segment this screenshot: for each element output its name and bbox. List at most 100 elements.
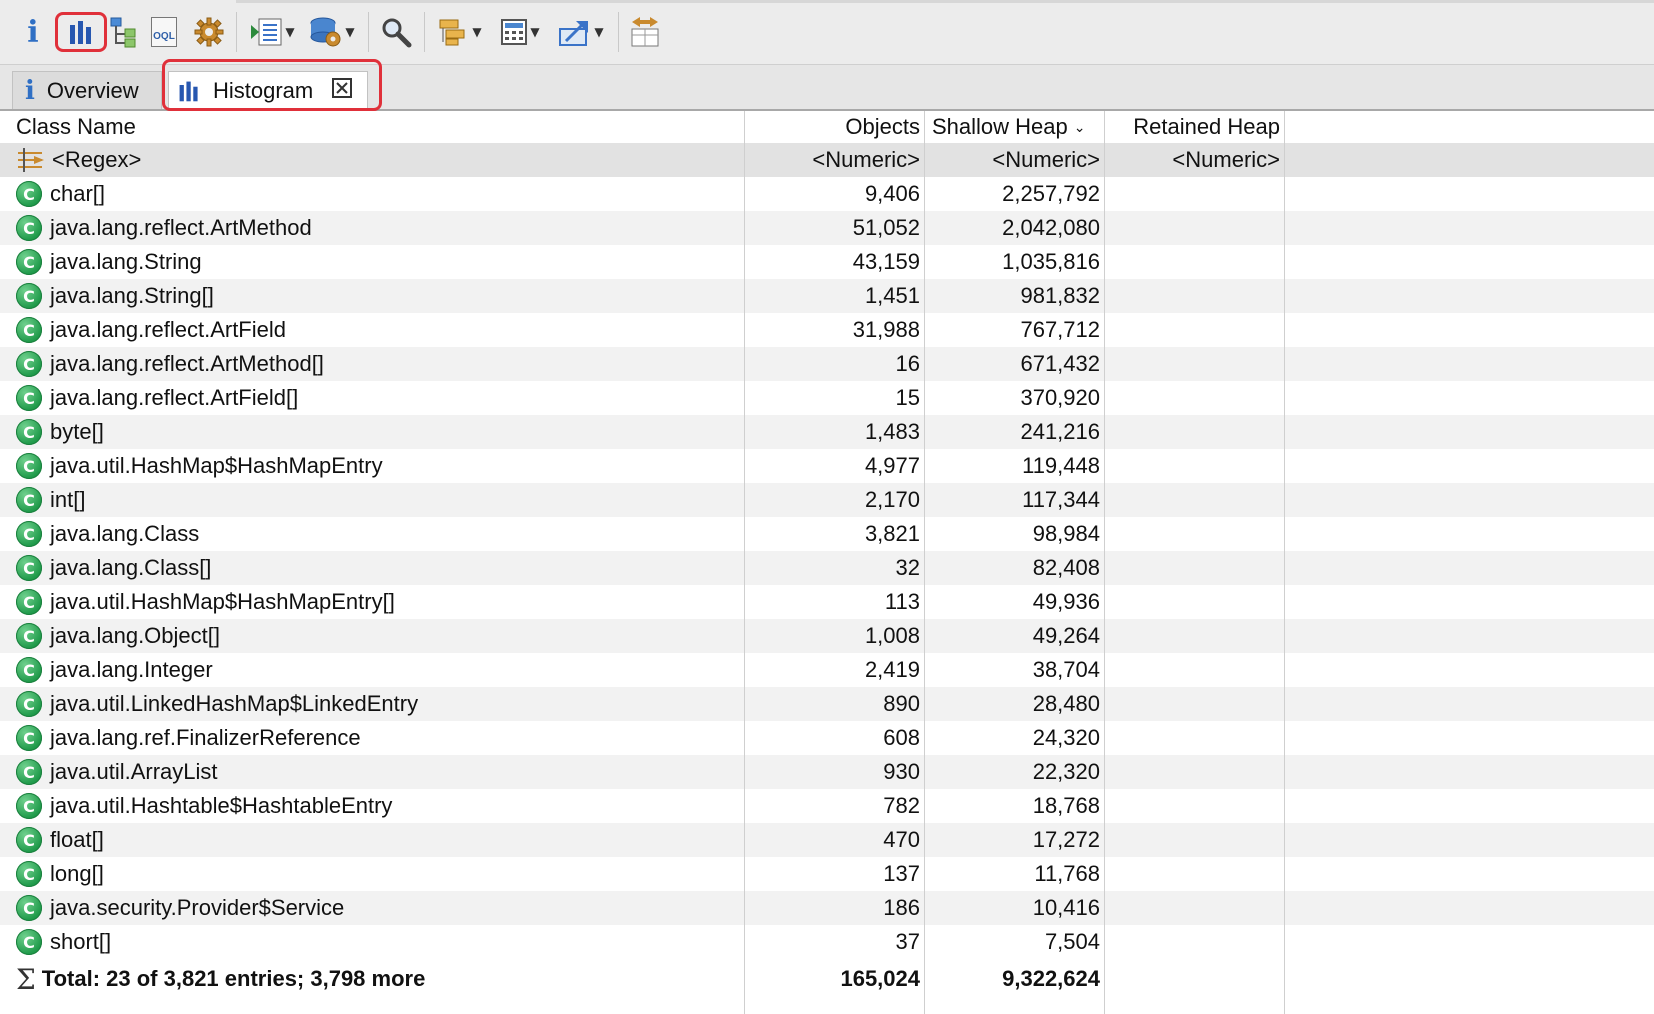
retained-heap-cell	[1106, 381, 1280, 415]
oql-button[interactable]: OQL	[148, 10, 180, 54]
column-header-label: Retained Heap	[1133, 114, 1280, 139]
class-icon: C	[16, 521, 42, 547]
column-divider[interactable]	[1284, 111, 1285, 1014]
class-name: java.lang.reflect.ArtMethod[]	[50, 351, 324, 376]
objects-cell: 137	[883, 861, 920, 886]
chevron-down-icon[interactable]: ▼	[285, 25, 295, 39]
column-header-objects[interactable]: Objects	[746, 111, 920, 143]
report-icon	[251, 18, 282, 46]
query-browser-button[interactable]: ▼	[306, 10, 358, 54]
filter-shallow-heap[interactable]: <Numeric>	[926, 143, 1100, 177]
find-object-button[interactable]	[378, 10, 414, 54]
retained-heap-cell	[1106, 517, 1280, 551]
close-icon[interactable]	[331, 77, 353, 105]
toolbar-separator	[618, 12, 619, 52]
chevron-down-icon[interactable]: ▼	[530, 25, 540, 39]
filter-class-name[interactable]: <Regex>	[16, 143, 736, 177]
column-header-retained-heap[interactable]: Retained Heap	[1106, 111, 1280, 143]
shallow-heap-cell: 18,768	[1032, 793, 1100, 818]
objects-cell: 9,406	[864, 181, 920, 206]
column-divider[interactable]	[1104, 111, 1105, 1014]
dominator-tree-button[interactable]	[108, 10, 140, 54]
retained-heap-cell	[1106, 279, 1280, 313]
shallow-heap-cell: 28,480	[1032, 691, 1100, 716]
class-icon: C	[16, 249, 42, 275]
filter-objects[interactable]: <Numeric>	[746, 143, 920, 177]
heap-dump-overview-button[interactable]	[192, 10, 226, 54]
objects-cell: 31,988	[852, 317, 920, 342]
tab-histogram[interactable]: Histogram	[168, 71, 368, 109]
objects-cell: 782	[883, 793, 920, 818]
retained-heap-cell	[1106, 313, 1280, 347]
column-header-class-name[interactable]: Class Name	[16, 111, 736, 143]
compare-button[interactable]	[626, 10, 664, 54]
total-objects: 165,024	[840, 966, 920, 991]
run-report-button[interactable]: ▼	[246, 10, 298, 54]
histogram-icon	[179, 81, 198, 101]
objects-cell: 43,159	[852, 249, 920, 274]
histogram-button[interactable]	[58, 10, 104, 54]
chevron-down-icon[interactable]: ▼	[594, 25, 604, 39]
chevron-down-icon[interactable]: ▼	[472, 25, 482, 39]
class-icon: C	[16, 861, 42, 887]
editor-tab-strip: i Overview Histogram	[0, 59, 1654, 111]
compare-icon	[631, 17, 659, 47]
class-icon: C	[16, 657, 42, 683]
chevron-down-icon[interactable]: ▼	[345, 25, 355, 39]
class-icon: C	[16, 385, 42, 411]
group-by-button[interactable]: ▼	[434, 10, 486, 54]
filter-retained-heap[interactable]: <Numeric>	[1106, 143, 1280, 177]
retained-heap-cell	[1106, 483, 1280, 517]
regex-filter-icon	[18, 148, 44, 172]
filter-placeholder: <Regex>	[52, 147, 142, 172]
total-shallow-heap: 9,322,624	[1002, 966, 1100, 991]
histogram-icon	[70, 21, 91, 44]
objects-cell: 1,451	[864, 283, 920, 308]
query-browser-icon	[310, 17, 341, 47]
export-button[interactable]: ▼	[554, 10, 608, 54]
class-icon: C	[16, 725, 42, 751]
retained-heap-cell	[1106, 789, 1280, 823]
info-button[interactable]: i	[20, 10, 46, 54]
column-divider[interactable]	[744, 111, 745, 1014]
calculate-retained-button[interactable]: ▼	[494, 10, 546, 54]
tab-overview[interactable]: i Overview	[12, 71, 162, 109]
column-header-shallow-heap[interactable]: Shallow Heap ⌄	[926, 111, 1106, 143]
objects-cell: 608	[883, 725, 920, 750]
class-name: java.lang.Integer	[50, 657, 213, 682]
histogram-tab-highlight	[162, 59, 382, 111]
shallow-heap-cell: 17,272	[1032, 827, 1100, 852]
retained-heap-cell	[1106, 755, 1280, 789]
column-header-label: Shallow Heap	[932, 114, 1068, 139]
search-icon	[382, 18, 412, 48]
column-divider[interactable]	[924, 111, 925, 1014]
retained-heap-cell	[1106, 245, 1280, 279]
